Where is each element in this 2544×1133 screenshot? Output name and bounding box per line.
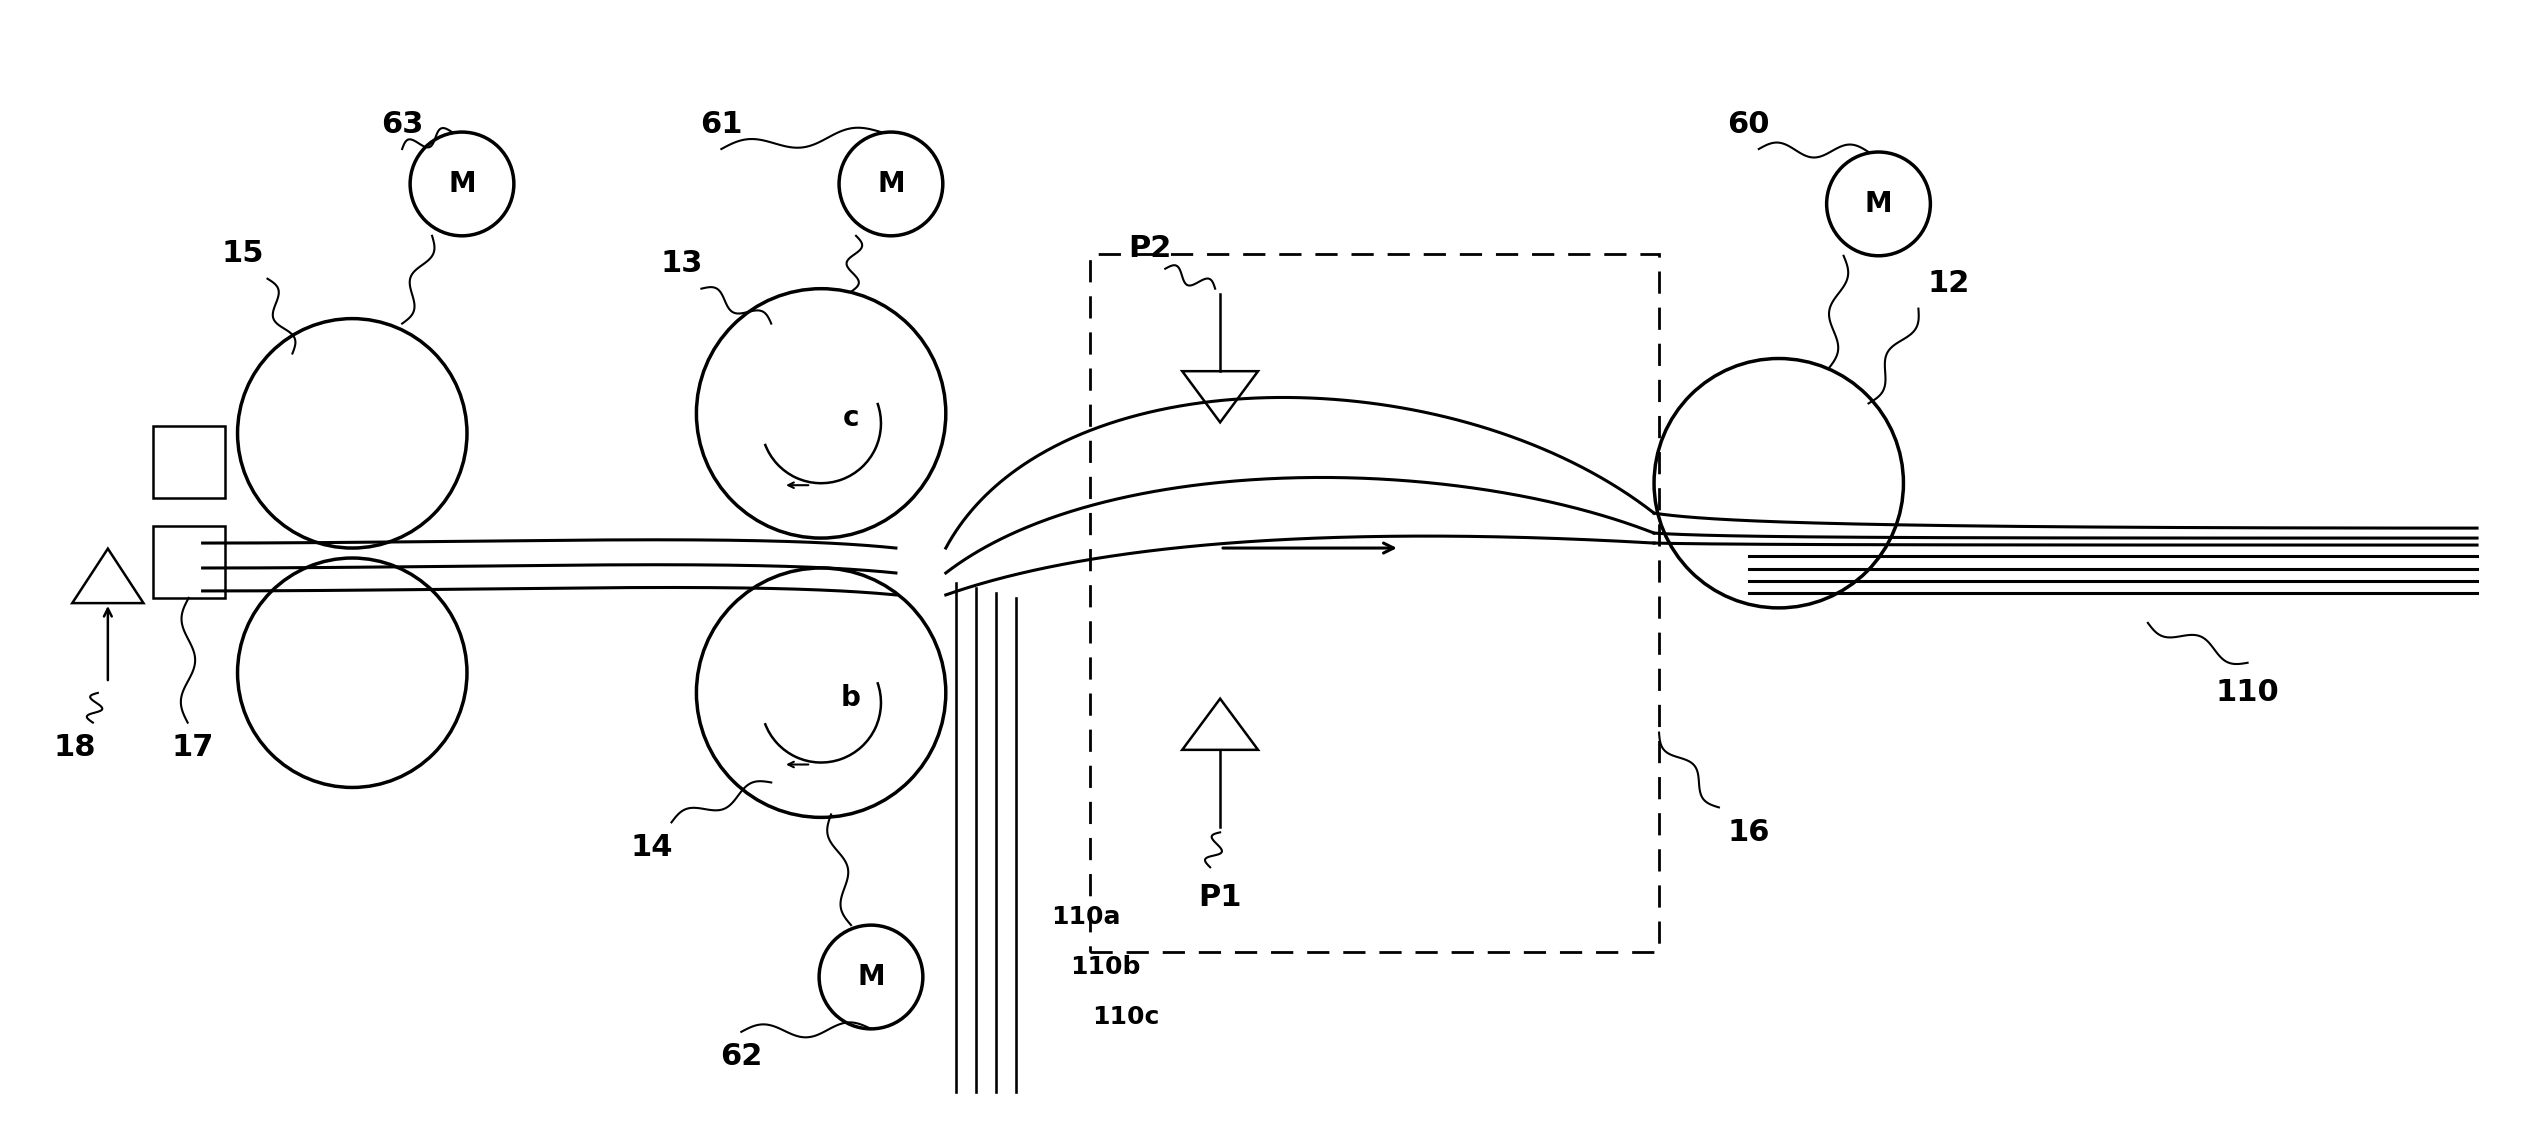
Text: 110a: 110a	[1051, 905, 1119, 929]
Circle shape	[840, 133, 944, 236]
Text: c: c	[842, 404, 860, 433]
Circle shape	[697, 289, 946, 538]
Text: 18: 18	[53, 733, 97, 763]
Circle shape	[410, 133, 514, 236]
Bar	[153, 426, 224, 499]
Text: 14: 14	[631, 833, 672, 862]
Text: 62: 62	[720, 1042, 763, 1072]
Text: M: M	[857, 963, 885, 991]
Circle shape	[237, 318, 468, 548]
Text: 16: 16	[1727, 818, 1771, 846]
Text: 63: 63	[382, 110, 422, 138]
Text: M: M	[448, 170, 476, 198]
Polygon shape	[1183, 372, 1259, 423]
Circle shape	[1827, 152, 1931, 256]
Text: 110c: 110c	[1091, 1005, 1160, 1029]
Text: 110b: 110b	[1071, 955, 1140, 979]
Polygon shape	[1183, 699, 1259, 750]
Circle shape	[237, 559, 468, 787]
Polygon shape	[71, 548, 142, 603]
Text: 15: 15	[221, 239, 265, 269]
Text: M: M	[1865, 190, 1893, 218]
Circle shape	[1654, 358, 1903, 608]
Text: 110: 110	[2216, 679, 2279, 707]
Text: P1: P1	[1198, 883, 1241, 912]
Text: 13: 13	[661, 249, 702, 279]
Text: M: M	[878, 170, 906, 198]
Bar	[1091, 254, 1659, 952]
Circle shape	[819, 926, 923, 1029]
Circle shape	[697, 568, 946, 817]
Bar	[153, 526, 224, 598]
Text: 17: 17	[170, 733, 214, 763]
Text: 12: 12	[1928, 270, 1969, 298]
Text: 61: 61	[700, 110, 743, 138]
Text: 60: 60	[1727, 110, 1771, 138]
Text: P2: P2	[1130, 235, 1173, 263]
Text: b: b	[842, 683, 860, 712]
